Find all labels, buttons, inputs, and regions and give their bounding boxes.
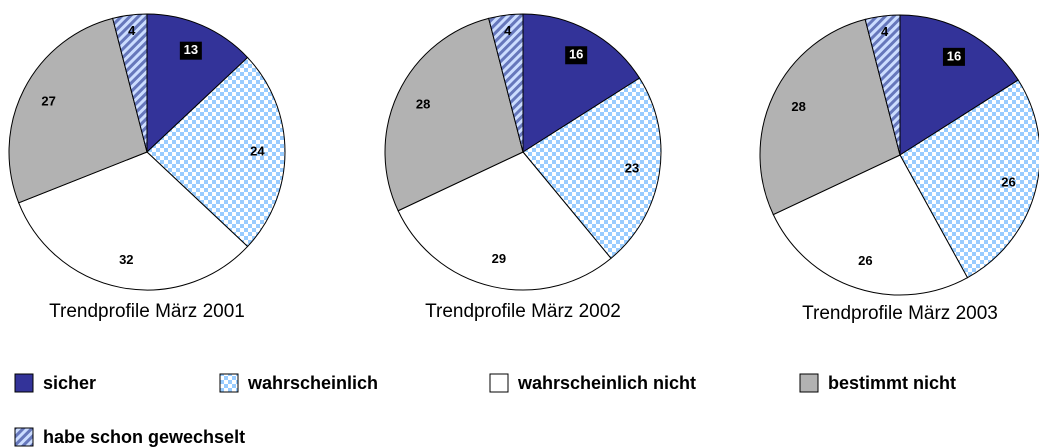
- pie-slice: [8, 17, 148, 204]
- data-label: 24: [250, 143, 265, 158]
- data-label: 16: [947, 48, 961, 63]
- pie-slice: [899, 14, 1019, 156]
- pie-slice: [899, 79, 1039, 279]
- pie-slice: [146, 56, 286, 248]
- legend-swatch: [799, 373, 819, 393]
- data-label: 27: [41, 93, 55, 108]
- pie-slice: [522, 77, 662, 260]
- data-label: 13: [184, 42, 198, 57]
- data-label: 4: [504, 23, 512, 38]
- legend-swatch: [489, 373, 509, 393]
- data-label-bg: [565, 46, 588, 65]
- data-label: 16: [569, 47, 583, 62]
- legend-swatch: [14, 427, 34, 447]
- legend-swatch: [219, 373, 239, 393]
- data-label: 32: [119, 252, 133, 267]
- data-label: 4: [881, 24, 889, 39]
- data-label: 28: [791, 99, 805, 114]
- pie-slice: [146, 13, 249, 154]
- pie-slice: [759, 18, 901, 216]
- chart-title: Trendprofile März 2002: [425, 301, 621, 322]
- pie-slice: [772, 154, 969, 296]
- legend-label: bestimmt nicht: [828, 373, 956, 393]
- data-label: 4: [128, 23, 136, 38]
- data-label-bg: [179, 41, 202, 60]
- pie-slice: [18, 151, 249, 291]
- data-label: 23: [625, 161, 639, 176]
- data-label: 29: [492, 251, 506, 266]
- data-label: 26: [1001, 174, 1015, 189]
- chart-title: Trendprofile März 2003: [802, 303, 998, 324]
- legend-label: wahrscheinlich nicht: [517, 373, 696, 393]
- data-label: 26: [858, 253, 872, 268]
- legend-label: wahrscheinlich: [247, 373, 378, 393]
- pie-slice: [522, 13, 641, 153]
- data-label: 28: [416, 96, 430, 111]
- legend-swatch: [14, 373, 34, 393]
- chart-title: Trendprofile März 2001: [49, 301, 245, 322]
- pie-slice: [112, 13, 148, 153]
- pie-slice: [384, 17, 524, 212]
- pie-slice: [397, 151, 612, 291]
- pie-slice: [864, 14, 901, 156]
- data-label-bg: [942, 47, 965, 66]
- pie-slice: [488, 13, 524, 153]
- legend-label: sicher: [43, 373, 96, 393]
- legend-label: habe schon gewechselt: [43, 427, 245, 447]
